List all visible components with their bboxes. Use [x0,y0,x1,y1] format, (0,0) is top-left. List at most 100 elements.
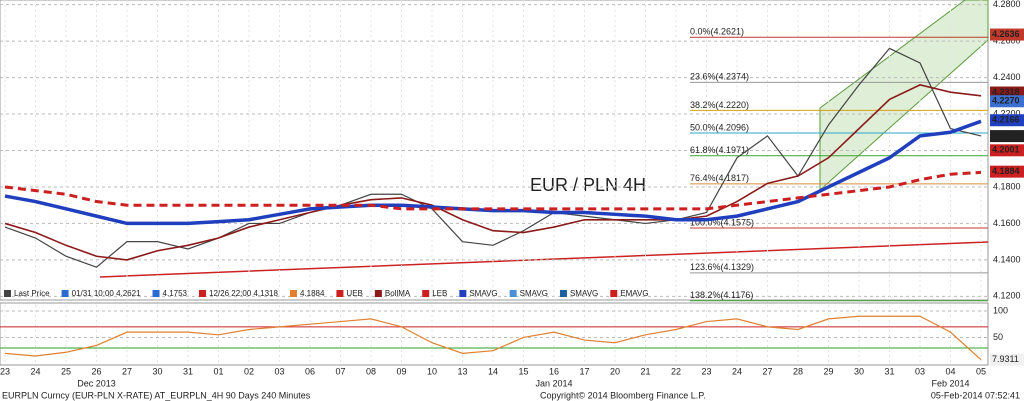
x-tick-label: 28 [793,366,803,376]
y-tick-label: 4.2800 [993,0,1021,9]
x-tick-label: 09 [396,366,406,376]
x-tick-label: 17 [579,366,589,376]
x-tick-label: 02 [244,366,254,376]
x-tick-label: 22 [671,366,681,376]
legend-swatch [61,290,69,297]
rsi-panel [0,302,989,366]
x-tick-label: 10 [427,366,437,376]
series-line [4,84,982,261]
month-label: Jan 2014 [535,378,572,388]
x-tick-label: 31 [183,366,193,376]
price-tag [990,95,1024,108]
fib-label: 61.8%(4.1971) [690,145,749,155]
legend-label: 4.1753 [163,289,188,298]
price-tag [990,114,1024,127]
x-tick-label: 24 [30,366,40,376]
fib-label: 76.4%(4.1817) [690,173,749,183]
price-tag-label: 4.2079 [992,130,1020,140]
series-line [4,47,982,268]
legend-swatch [4,290,11,297]
x-tick-label: 15 [518,366,528,376]
x-tick-label: 14 [488,366,498,376]
y-tick-label: 4.2200 [993,108,1021,118]
trend-channel [819,0,989,192]
legend-label: 12/26 22:00 4.1318 [209,289,279,298]
x-tick-label: 23 [0,366,10,376]
x-tick-label: 16 [549,366,559,376]
x-tick-label: 30 [854,366,864,376]
series-line [4,119,982,226]
x-tick-label: 23 [701,366,711,376]
x-tick-label: 25 [61,366,71,376]
legend-swatch [374,290,382,297]
fib-label: 0.0%(4.2621) [690,27,744,37]
month-label: Dec 2013 [77,378,116,388]
fib-label: 38.2%(4.2220) [690,100,749,110]
price-tag [990,144,1024,157]
x-tick-label: 05 [976,366,986,376]
fib-label: 50.0%(4.2096) [690,122,749,132]
fib-label: 23.6%(4.2374) [690,72,749,82]
legend-label: 01/31 10:00 4.2621 [72,289,142,298]
fib-label: 138.2%(4.1176) [690,290,753,300]
month-label: Feb 2014 [931,378,969,388]
price-tag-label: 4.2270 [992,96,1020,106]
x-tick-label: 01 [213,366,223,376]
y-tick-label: 50 [993,332,1003,342]
x-tick-label: 30 [152,366,162,376]
x-tick-label: 07 [335,366,345,376]
price-tag-label: 4.2636 [992,29,1020,39]
y-tick-label: 4.1200 [993,291,1021,301]
x-tick-label: 08 [366,366,376,376]
price-tag-label: 4.1884 [992,166,1020,176]
legend-swatch [422,290,430,297]
legend-swatch [152,290,160,297]
x-tick-label: 03 [274,366,284,376]
legend-label: SMAVG [570,289,598,298]
legend-label: UEB [346,289,362,298]
x-tick-label: 29 [823,366,833,376]
price-tag [990,165,1024,178]
x-tick-label: 27 [762,366,772,376]
x-tick-label: 03 [915,366,925,376]
legend-swatch [336,290,344,297]
price-tag-label: 4.2318 [992,87,1020,97]
price-tag-label: 7.9311 [992,354,1019,364]
price-tag-label: 4.2166 [992,115,1020,125]
footer-center: Copyright© 2014 Bloomberg Finance L.P. [540,390,706,400]
footer-left: EURPLN Curncy (EUR-PLN X-RATE) AT_EURPLN… [2,390,311,400]
fib-label: 100.0%(4.1575) [690,217,754,227]
trend-line [99,241,989,278]
legend-swatch [559,290,567,297]
legend-swatch [199,290,206,297]
y-tick-label: 100 [993,305,1008,315]
price-tag-label: 4.2001 [992,145,1020,155]
legend-swatch [459,290,467,297]
y-tick-label: 4.1400 [993,254,1021,264]
price-tag [990,353,1024,366]
series-line [4,315,982,361]
price-tag [990,28,1024,41]
legend-swatch [509,290,517,297]
legend-label: EMAVG [620,289,648,298]
x-tick-label: 24 [732,366,742,376]
footer-right: 05-Feb-2014 07:52:41 [931,390,1020,400]
x-tick-label: 21 [640,366,650,376]
legend-label: 4.1884 [300,289,325,298]
legend-label: LEB [432,289,447,298]
fib-label: 123.6%(4.1329) [690,262,754,272]
x-tick-label: 06 [305,366,315,376]
chart-title: EUR / PLN 4H [530,175,646,195]
legend-swatch [610,290,618,297]
x-tick-label: 31 [884,366,894,376]
legend-label: BollMA [385,289,411,298]
x-tick-label: 26 [91,366,101,376]
y-tick-label: 4.2400 [993,72,1021,82]
legend-label: Last Price [14,289,50,298]
x-tick-label: 20 [610,366,620,376]
legend-label: SMAVG [469,289,497,298]
legend-label: SMAVG [520,289,548,298]
legend-swatch [289,290,297,297]
x-tick-label: 04 [945,366,955,376]
